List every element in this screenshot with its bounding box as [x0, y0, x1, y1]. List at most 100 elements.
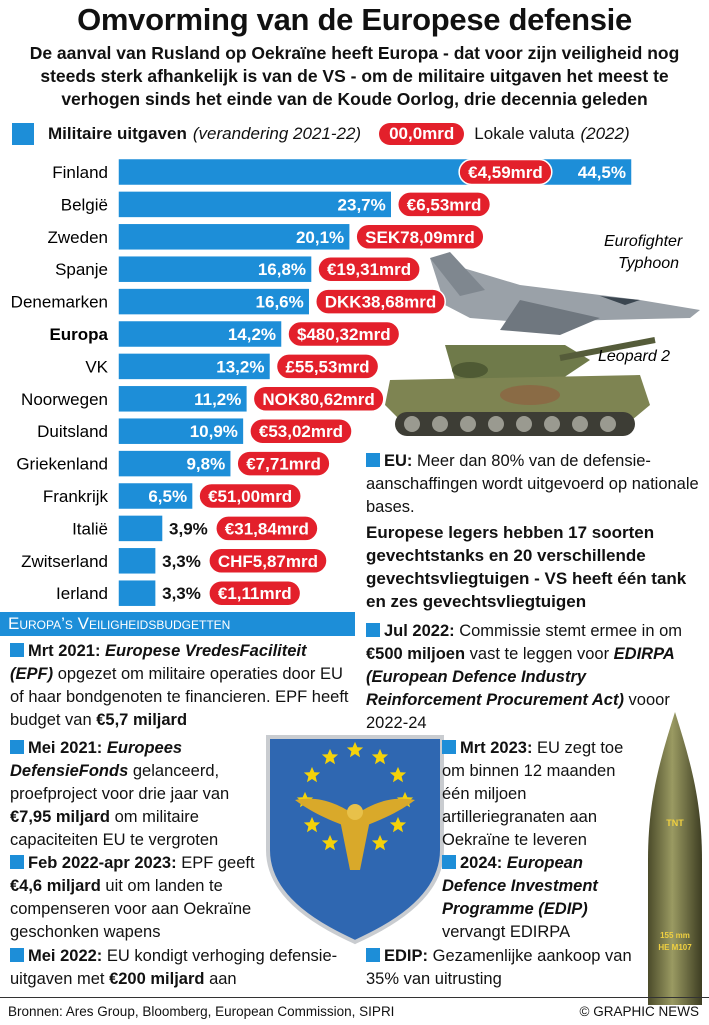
bar-chart: Finland 44,5% €4,59mrd België 23,7% €6,53mrd Z…	[11, 157, 633, 608]
category-label: Noorwegen	[21, 390, 108, 409]
item-text: EPF geeft	[181, 854, 255, 872]
legend-amount-sample: 00,0mrd	[379, 123, 465, 145]
amount-label: CHF5,87mrd	[218, 552, 318, 571]
bar	[117, 254, 313, 284]
category-label: Spanje	[55, 260, 108, 279]
item-text: EU zegt toe om binnen 12 maanden één mil…	[442, 739, 624, 849]
budget-item: EDIP: Gezamenlijke aankoop van 35% van u…	[366, 945, 641, 991]
category-label: Zwitserland	[21, 552, 108, 571]
legend-amount-note: (2022)	[580, 124, 630, 143]
value-label: 6,5%	[148, 487, 187, 506]
amount-pill	[236, 450, 331, 477]
amount-pill	[396, 191, 492, 218]
shell-illustration	[648, 712, 702, 1005]
amount-pill	[208, 579, 302, 607]
item-date: 2024:	[460, 854, 503, 872]
amount-label: €7,71mrd	[246, 455, 321, 474]
category-label: Denemarken	[11, 293, 108, 312]
subtitle: De aanval van Rusland op Oekraïne heeft …	[29, 43, 680, 109]
item-text: Commissie stemt ermee in om	[459, 622, 683, 640]
category-label: Italië	[72, 519, 108, 538]
amount-label: SEK78,09mrd	[365, 228, 475, 247]
tank-label: Leopard 2	[598, 348, 670, 365]
value-label: 16,6%	[256, 293, 304, 312]
value-label: 14,2%	[228, 325, 276, 344]
item-title: Europese VredesFaciliteit (EPF)	[10, 642, 307, 683]
shell-label: HE M107	[658, 943, 692, 952]
value-label: 16,8%	[258, 260, 306, 279]
item-amount: €500 miljoen	[366, 645, 466, 663]
amount-pill	[252, 385, 385, 413]
shell-label: TNT	[666, 818, 684, 828]
value-label: 3,9%	[169, 519, 208, 538]
item-amount: €5,7 miljard	[96, 711, 188, 729]
value-label: 3,3%	[162, 552, 201, 571]
item-date: EDIP:	[384, 947, 429, 965]
bar	[117, 157, 633, 187]
value-label: 20,1%	[296, 228, 344, 247]
bar	[117, 222, 351, 252]
legend: Militaire uitgaven (verandering 2021-22)…	[12, 123, 630, 145]
item-text: vast te leggen voor	[469, 645, 610, 663]
bar	[117, 287, 311, 316]
budget-item: 2024: European Defence Investment Progra…	[442, 852, 637, 944]
amount-label: $480,32mrd	[297, 325, 391, 344]
amount-label: €4,59mrd	[468, 163, 543, 182]
footer: Bronnen: Ares Group, Bloomberg, European…	[0, 997, 709, 1025]
legend-amount-label: Lokale valuta	[474, 124, 575, 143]
value-label: 44,5%	[578, 163, 626, 182]
budget-item: Mrt 2023: EU zegt toe om binnen 12 maand…	[442, 737, 637, 852]
item-date: Mrt 2021:	[28, 642, 101, 660]
value-label: 10,9%	[190, 422, 238, 441]
category-label: Griekenland	[16, 455, 108, 474]
amount-pill	[458, 158, 553, 186]
item-text: opgezet om militaire operaties door EU o…	[10, 665, 349, 729]
item-text: EU kondigt verhoging defensie-uitgaven m…	[10, 947, 338, 988]
budget-item: Mei 2022: EU kondigt verhoging defensie-…	[10, 945, 355, 991]
item-text: vooor 2022-24	[366, 691, 670, 732]
amount-pill	[208, 547, 328, 575]
section-banner: Europa’s Veiligheidsbudgetten	[0, 612, 355, 636]
bar	[117, 416, 245, 446]
plane-illustration	[430, 252, 700, 335]
item-title: EDIRPA (European Defence Industry Reinfo…	[366, 645, 675, 709]
note-label: EU:	[384, 452, 413, 470]
item-amount: €7,95 miljard	[10, 808, 110, 826]
amount-label: €51,00mrd	[208, 487, 292, 506]
plane-label: Typhoon	[618, 255, 679, 272]
credit: © GRAPHIC NEWS	[579, 1004, 699, 1019]
amount-pill	[215, 515, 319, 542]
amount-label: NOK80,62mrd	[262, 390, 374, 409]
shield-emblem	[266, 735, 444, 945]
budget-item: Mei 2021: Europees DefensieFonds gelance…	[10, 737, 265, 852]
amount-label: €6,53mrd	[407, 195, 482, 214]
item-date: Mrt 2023:	[460, 739, 533, 757]
value-label: 11,2%	[194, 390, 241, 409]
item-text: uit om landen te compenseren voor aan Oe…	[10, 877, 252, 941]
bar	[117, 190, 393, 219]
value-label: 13,2%	[216, 357, 264, 376]
amount-label: €53,02mrd	[259, 422, 343, 441]
amount-pill	[198, 482, 302, 510]
category-label: Zweden	[48, 228, 108, 247]
sources: Bronnen: Ares Group, Bloomberg, European…	[8, 1004, 395, 1019]
amount-pill	[287, 320, 401, 348]
category-label: België	[61, 195, 108, 214]
item-text: aan	[209, 970, 237, 988]
bar	[117, 514, 164, 543]
amount-label: €19,31mrd	[327, 260, 411, 279]
bar	[117, 352, 272, 381]
item-date: Mei 2021:	[28, 739, 103, 757]
category-label: Finland	[52, 163, 108, 182]
category-label: VK	[85, 357, 108, 376]
budget-item: Jul 2022: Commissie stemt ermee in om €5…	[366, 620, 701, 735]
item-date: Jul 2022:	[384, 622, 455, 640]
legend-note: (verandering 2021-22)	[192, 124, 362, 143]
item-text: vervangt EDIRPA	[442, 923, 571, 941]
value-label: 9,8%	[186, 455, 225, 474]
value-label: 23,7%	[338, 195, 386, 214]
budget-item: Mrt 2021: Europese VredesFaciliteit (EPF…	[10, 640, 350, 732]
bar	[117, 546, 157, 576]
item-text: Gezamenlijke aankoop van 35% van uitrust…	[366, 947, 632, 988]
